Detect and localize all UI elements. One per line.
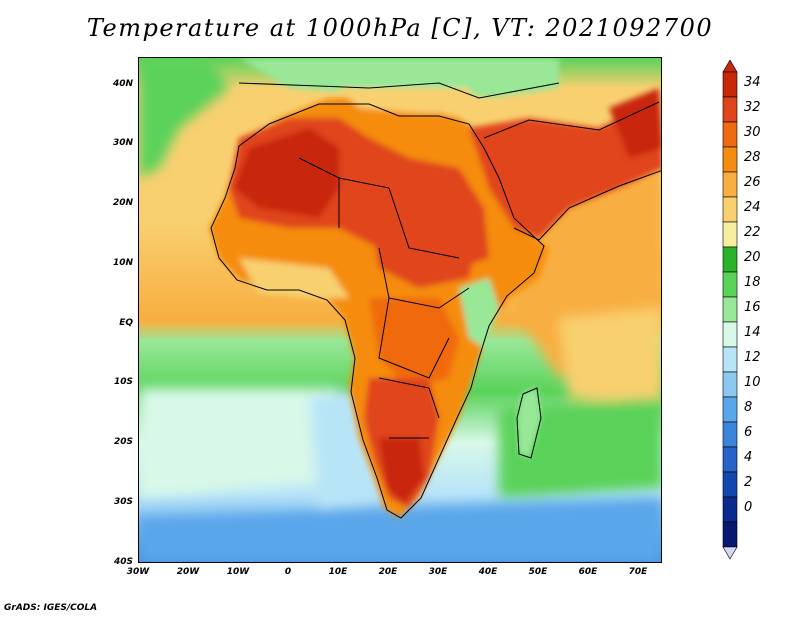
grads-credit: GrADS: IGES/COLA bbox=[4, 603, 98, 613]
colorbar-segment bbox=[722, 446, 738, 473]
lat-tick-label: EQ bbox=[119, 318, 133, 328]
sahel-hot bbox=[369, 208, 479, 288]
europe-coast bbox=[238, 82, 560, 99]
lon-tick-label: 50E bbox=[528, 567, 548, 577]
colorbar-segment bbox=[722, 146, 738, 173]
colorbar-segment bbox=[722, 396, 738, 423]
chart-title: Temperature at 1000hPa [C], VT: 20210927… bbox=[86, 14, 714, 42]
lon-tick-label: 20E bbox=[378, 567, 398, 577]
temperature-map bbox=[138, 57, 662, 563]
madagascar bbox=[517, 388, 541, 458]
colorbar-segment bbox=[722, 246, 738, 273]
colorbar-cap-bottom bbox=[722, 546, 738, 560]
europe-land bbox=[239, 58, 559, 98]
colorbar-label: 12 bbox=[744, 350, 761, 365]
arabia-hot bbox=[469, 98, 661, 238]
lat-tick-label: 20N bbox=[112, 198, 133, 208]
central-africa-warm bbox=[369, 298, 459, 388]
colorbar-segment bbox=[722, 71, 738, 98]
colorbar-label: 16 bbox=[744, 300, 761, 315]
colorbar-segment bbox=[722, 421, 738, 448]
lat-tick-label: 40N bbox=[112, 79, 133, 89]
colorbar-segment bbox=[722, 521, 738, 548]
colorbar-label: 34 bbox=[744, 75, 761, 90]
lat-tick-label: 10S bbox=[113, 377, 133, 387]
border-2 bbox=[378, 247, 470, 379]
colorbar-segment bbox=[722, 171, 738, 198]
lat-tick-label: 30S bbox=[113, 497, 133, 507]
colorbar-segment bbox=[722, 296, 738, 323]
arabia-core bbox=[609, 88, 661, 158]
mediterranean-yellow bbox=[339, 88, 479, 113]
colorbar-label: 14 bbox=[744, 325, 761, 340]
colorbar-label: 28 bbox=[744, 150, 761, 165]
colorbar-segment bbox=[722, 121, 738, 148]
colorbar-label: 20 bbox=[744, 250, 761, 265]
lat-tick-label: 30N bbox=[112, 138, 133, 148]
colorbar-label: 2 bbox=[744, 475, 753, 490]
lon-tick-label: 10W bbox=[226, 567, 250, 577]
border-3 bbox=[378, 377, 440, 439]
lon-tick-label: 30E bbox=[428, 567, 448, 577]
lon-tick-label: 60E bbox=[578, 567, 598, 577]
colorbar-segment bbox=[722, 371, 738, 398]
east-africa-green bbox=[459, 278, 499, 348]
lon-tick-label: 40E bbox=[478, 567, 498, 577]
lon-tick-label: 10E bbox=[328, 567, 348, 577]
colorbar-label: 24 bbox=[744, 200, 761, 215]
colorbar-segment bbox=[722, 346, 738, 373]
border-1 bbox=[298, 157, 460, 259]
southern-ocean-blue bbox=[139, 498, 661, 562]
lat-tick-label: 40S bbox=[113, 557, 133, 567]
colorbar-cap-top bbox=[722, 60, 738, 73]
lon-tick-label: 70E bbox=[628, 567, 648, 577]
colorbar-label: 18 bbox=[744, 275, 761, 290]
colorbar-label: 0 bbox=[744, 500, 753, 515]
lon-tick-label: 20W bbox=[176, 567, 200, 577]
colorbar bbox=[722, 60, 738, 560]
indian-ocean-yellow bbox=[559, 308, 661, 408]
colorbar-label: 32 bbox=[744, 100, 761, 115]
colorbar-label: 6 bbox=[744, 425, 753, 440]
atlantic-green-band bbox=[139, 58, 229, 178]
sahara-core bbox=[234, 128, 339, 218]
colorbar-segment bbox=[722, 471, 738, 498]
colorbar-label: 22 bbox=[744, 225, 761, 240]
guinea-coast-yellow bbox=[239, 258, 349, 298]
colorbar-label: 4 bbox=[744, 450, 753, 465]
lon-tick-label: 0 bbox=[284, 567, 292, 577]
africa-coastline bbox=[210, 103, 545, 519]
colorbar-segment bbox=[722, 221, 738, 248]
kalahari-core bbox=[379, 438, 424, 503]
colorbar-label: 26 bbox=[744, 175, 761, 190]
lat-tick-label: 10N bbox=[112, 258, 133, 268]
colorbar-label: 8 bbox=[744, 400, 753, 415]
madagascar-coast bbox=[516, 387, 542, 459]
colorbar-label: 30 bbox=[744, 125, 761, 140]
lon-tick-label: 30W bbox=[126, 567, 150, 577]
colorbar-segment bbox=[722, 321, 738, 348]
lat-tick-label: 20S bbox=[113, 437, 133, 447]
colorbar-label: 10 bbox=[744, 375, 761, 390]
colorbar-segment bbox=[722, 496, 738, 523]
arabia-coastline bbox=[483, 101, 661, 241]
south-atlantic-light bbox=[139, 388, 359, 498]
colorbar-segment bbox=[722, 96, 738, 123]
colorbar-segment bbox=[722, 196, 738, 223]
colorbar-segment bbox=[722, 271, 738, 298]
